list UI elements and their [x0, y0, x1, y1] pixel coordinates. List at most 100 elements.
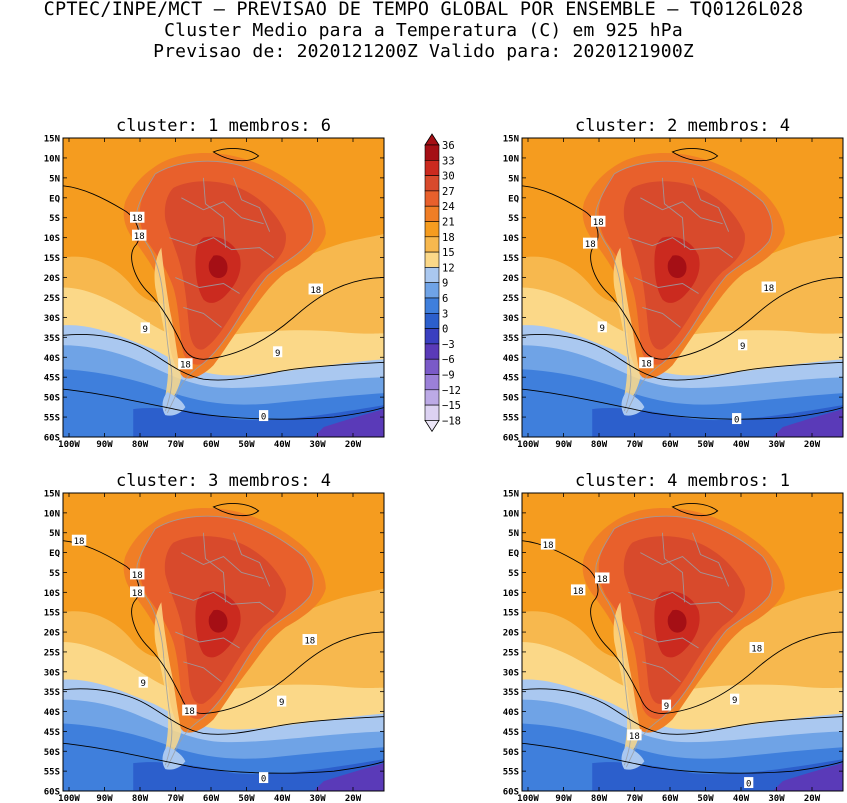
lon-tick-label: 90W — [555, 794, 572, 803]
svg-text:18: 18 — [132, 571, 143, 581]
contour-line — [212, 503, 260, 517]
lat-tick-label: 15N — [44, 490, 60, 500]
panel-title: cluster: 4 membros: 1 — [575, 471, 790, 491]
svg-text:18: 18 — [184, 707, 195, 717]
lat-tick-label: 45S — [44, 374, 60, 384]
lon-tick-label: 80W — [132, 794, 149, 803]
contour-line — [671, 503, 719, 517]
svg-text:18: 18 — [304, 637, 315, 647]
lon-tick-label: 100W — [517, 440, 539, 450]
map-panel-1: cluster: 1 membros: 6 18 18 18 9 9 18 0 15N 10N 5N… — [44, 116, 385, 450]
lat-tick-label: 40S — [44, 354, 60, 364]
lon-tick-label: 40W — [733, 440, 750, 450]
lat-tick-label: 10N — [503, 154, 519, 164]
lon-tick-label: 30W — [768, 440, 785, 450]
lat-tick-label: EQ — [508, 194, 519, 204]
lat-tick-label: 35S — [44, 688, 60, 698]
panel-title: cluster: 3 membros: 4 — [116, 471, 331, 491]
lat-tick-label: 45S — [503, 728, 519, 738]
lon-tick-label: 70W — [167, 794, 184, 803]
contour-line — [63, 742, 384, 774]
lat-tick-label: 50S — [44, 394, 60, 404]
lat-tick-label: 25S — [44, 648, 60, 658]
contour-label: 9 — [277, 695, 287, 708]
lat-tick-label: 35S — [503, 688, 519, 698]
contour-label: 18 — [591, 215, 606, 228]
contour-label: 18 — [130, 568, 145, 581]
panel-title: cluster: 1 membros: 6 — [116, 116, 331, 136]
colorbar-swatch — [424, 328, 440, 345]
lon-tick-label: 20W — [345, 440, 362, 450]
lat-tick-label: 60S — [44, 788, 60, 798]
colorbar-swatch — [424, 251, 440, 268]
forecast-dates: Previsao de: 2020121200Z Valido para: 20… — [153, 41, 694, 62]
contour-label: 18 — [71, 534, 87, 547]
contour-label: 18 — [595, 572, 610, 585]
contour-label: 18 — [132, 229, 147, 242]
colorbar-level-label: 0 — [442, 324, 448, 336]
contour-line — [212, 148, 260, 162]
colorbar-swatch — [424, 389, 440, 406]
contour-label: 9 — [273, 346, 283, 359]
colorbar-level-label: −6 — [442, 354, 455, 366]
lon-tick-label: 80W — [591, 440, 608, 450]
colorbar-level-label: 3 — [442, 308, 448, 320]
lon-tick-label: 60W — [662, 440, 679, 450]
lat-tick-label: 15N — [503, 490, 519, 500]
lat-tick-label: 20S — [503, 274, 519, 284]
lon-tick-label: 60W — [662, 794, 679, 803]
lat-tick-label: 5N — [49, 174, 60, 184]
colorbar-swatch — [424, 236, 440, 253]
lon-tick-label: 20W — [345, 794, 362, 803]
lat-tick-label: 5S — [49, 214, 60, 224]
colorbar-swatch — [424, 404, 440, 421]
contour-label: 9 — [738, 339, 748, 352]
svg-text:18: 18 — [543, 541, 554, 551]
contour-line — [63, 688, 384, 735]
lon-tick-label: 90W — [96, 794, 113, 803]
lat-tick-label: EQ — [49, 194, 60, 204]
colorbar-level-label: 15 — [442, 247, 455, 259]
colorbar-level-label: −9 — [442, 370, 455, 382]
contour-line — [522, 388, 843, 420]
lon-tick-label: 20W — [804, 794, 821, 803]
lat-tick-label: 5S — [508, 569, 519, 579]
contour-label: 18 — [130, 586, 145, 599]
svg-text:18: 18 — [180, 361, 191, 371]
contour-line — [522, 540, 843, 714]
svg-text:18: 18 — [310, 286, 321, 296]
colorbar-swatch — [424, 358, 440, 375]
colorbar-swatch — [424, 267, 440, 283]
colorbar-swatch — [424, 205, 440, 222]
lat-tick-label: 60S — [503, 434, 519, 444]
colorbar-swatch — [424, 282, 440, 299]
contour-line — [522, 742, 843, 774]
colorbar-swatch — [424, 160, 440, 176]
colorbar-swatch — [424, 190, 440, 207]
colorbar-level-label: 24 — [442, 201, 455, 213]
svg-text:18: 18 — [763, 284, 774, 294]
lat-tick-label: 40S — [503, 708, 519, 718]
lon-tick-label: 20W — [804, 440, 821, 450]
lat-tick-label: 10N — [503, 509, 519, 519]
colorbar-level-label: −12 — [442, 385, 461, 397]
contour-line — [522, 334, 843, 381]
panel-frame — [521, 137, 844, 438]
contour-label: 9 — [730, 693, 740, 706]
contour-label: 9 — [140, 322, 150, 335]
lat-tick-label: 10S — [44, 589, 60, 599]
lat-tick-label: EQ — [508, 549, 519, 559]
colorbar-level-label: 33 — [442, 155, 455, 167]
svg-text:18: 18 — [585, 240, 596, 250]
lat-tick-label: 50S — [44, 748, 60, 758]
colorbar-level-label: 27 — [442, 186, 455, 198]
lat-tick-label: 20S — [44, 274, 60, 284]
lat-tick-label: 15N — [503, 135, 519, 145]
figure-title: CPTEC/INPE/MCT – PREVISAO DE TEMPO GLOBA… — [43, 0, 804, 20]
colorbar-level-label: 6 — [442, 293, 448, 305]
colorbar-min-arrow — [424, 420, 440, 433]
lat-tick-label: 10S — [44, 234, 60, 244]
lat-tick-label: 15N — [44, 135, 60, 145]
contour-label: 9 — [138, 676, 148, 689]
